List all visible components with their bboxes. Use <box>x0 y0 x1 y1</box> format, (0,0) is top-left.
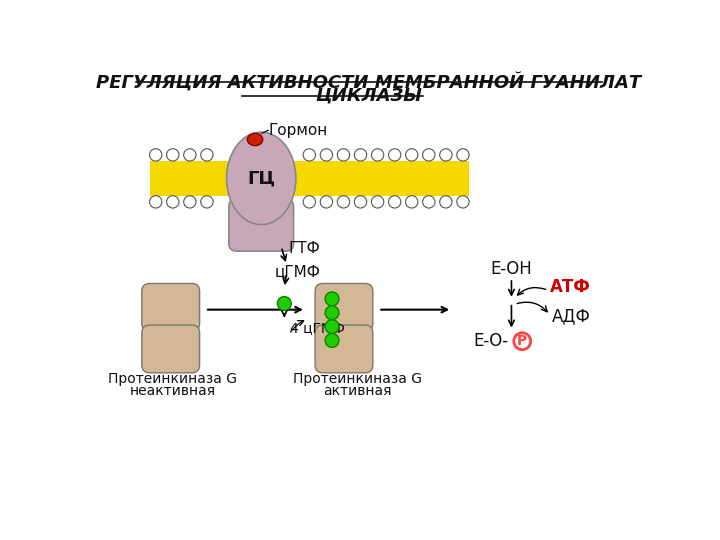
Text: Е-ОН: Е-ОН <box>490 260 532 278</box>
Circle shape <box>440 148 452 161</box>
Circle shape <box>354 195 366 208</box>
Circle shape <box>405 148 418 161</box>
Text: неактивная: неактивная <box>130 383 216 397</box>
Bar <box>150 161 469 178</box>
Circle shape <box>440 195 452 208</box>
Circle shape <box>456 195 469 208</box>
Circle shape <box>337 195 350 208</box>
Circle shape <box>405 195 418 208</box>
Ellipse shape <box>248 133 263 146</box>
Circle shape <box>354 148 366 161</box>
FancyBboxPatch shape <box>142 284 199 331</box>
FancyBboxPatch shape <box>315 325 373 373</box>
Text: АДФ: АДФ <box>552 308 590 326</box>
Text: Е-О-: Е-О- <box>473 332 508 350</box>
Circle shape <box>514 333 531 350</box>
FancyBboxPatch shape <box>142 325 199 373</box>
Circle shape <box>166 195 179 208</box>
Circle shape <box>325 292 339 306</box>
Text: Протеинкиназа G: Протеинкиназа G <box>293 372 422 386</box>
Text: Гормон: Гормон <box>269 123 328 138</box>
Circle shape <box>389 195 401 208</box>
Circle shape <box>325 306 339 320</box>
Circle shape <box>320 195 333 208</box>
Circle shape <box>277 296 291 310</box>
Text: P: P <box>517 334 527 348</box>
Circle shape <box>325 334 339 347</box>
Circle shape <box>320 148 333 161</box>
Circle shape <box>423 195 435 208</box>
FancyBboxPatch shape <box>315 284 373 331</box>
Text: 4 цГМФ: 4 цГМФ <box>290 321 346 335</box>
Circle shape <box>166 148 179 161</box>
Circle shape <box>184 195 196 208</box>
Circle shape <box>372 148 384 161</box>
Text: активная: активная <box>323 383 392 397</box>
FancyBboxPatch shape <box>229 199 294 251</box>
Text: цГМФ: цГМФ <box>275 264 321 279</box>
Bar <box>150 178 469 195</box>
Text: ГЦ: ГЦ <box>247 170 275 187</box>
Circle shape <box>337 148 350 161</box>
Text: РЕГУЛЯЦИЯ АКТИВНОСТИ МЕМБРАННОЙ ГУАНИЛАТ: РЕГУЛЯЦИЯ АКТИВНОСТИ МЕМБРАННОЙ ГУАНИЛАТ <box>96 72 642 91</box>
Circle shape <box>389 148 401 161</box>
Circle shape <box>456 148 469 161</box>
Circle shape <box>303 195 315 208</box>
Circle shape <box>201 148 213 161</box>
Ellipse shape <box>227 132 296 225</box>
Circle shape <box>303 148 315 161</box>
Circle shape <box>372 195 384 208</box>
Text: ЦИКЛАЗЫ: ЦИКЛАЗЫ <box>315 86 423 104</box>
Circle shape <box>423 148 435 161</box>
Text: АТФ: АТФ <box>550 278 591 296</box>
Circle shape <box>184 148 196 161</box>
Circle shape <box>325 320 339 334</box>
Text: Протеинкиназа G: Протеинкиназа G <box>108 372 237 386</box>
Text: ГТФ: ГТФ <box>289 240 320 255</box>
Circle shape <box>201 195 213 208</box>
Circle shape <box>150 148 162 161</box>
Circle shape <box>150 195 162 208</box>
